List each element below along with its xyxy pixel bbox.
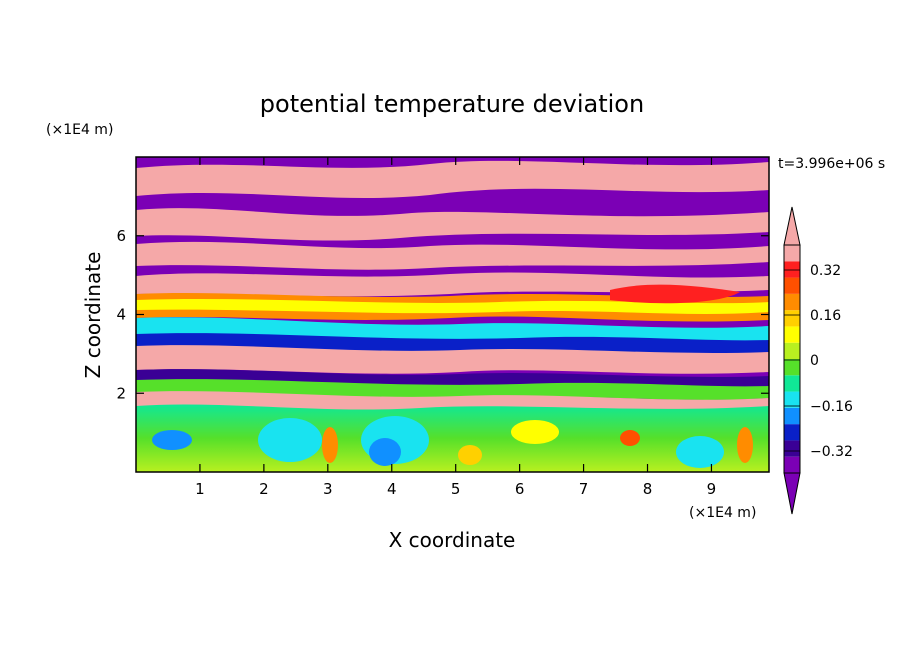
colorbar-segment (784, 440, 800, 457)
x-tick-label: 5 (451, 480, 461, 498)
colorbar-segment (784, 407, 800, 425)
x-tick-label: 4 (387, 480, 397, 498)
x-tick-label: 3 (323, 480, 333, 498)
colorbar-min-arrow (783, 472, 801, 515)
time-label: t=3.996e+06 s (778, 156, 885, 172)
x-tick-label: 2 (259, 480, 269, 498)
colorbar-frame (783, 244, 801, 474)
y-axis: 2 4 6 (116, 227, 769, 402)
y-tick-label: 6 (116, 227, 126, 245)
colorbar-segment (784, 310, 800, 327)
colorbar-segment (784, 245, 800, 262)
x-tick-label: 6 (515, 480, 525, 498)
y-tick-label: 4 (116, 306, 126, 324)
y-axis-label: Z coordinate (81, 252, 105, 379)
field-plot (136, 157, 769, 472)
x-axis: 1 2 3 4 5 6 7 8 9 (195, 157, 716, 498)
colorbar-label: 0.32 (810, 263, 841, 279)
colorbar-label: −0.32 (810, 444, 853, 460)
y-tick-label: 2 (116, 384, 126, 402)
colorbar-segment (784, 261, 800, 278)
colorbar-segment (784, 424, 800, 441)
colorbar-segment (784, 342, 800, 359)
colorbar-label: −0.16 (810, 399, 853, 415)
x-tick-label: 7 (579, 480, 589, 498)
chart-title: potential temperature deviation (260, 90, 644, 118)
x-tick-label: 9 (707, 480, 717, 498)
colorbar-label: 0 (810, 353, 819, 369)
colorbar: 0.32 0.16 0 −0.16 −0.32 (783, 206, 853, 515)
colorbar-max-arrow (783, 206, 801, 246)
x-tick-label: 8 (643, 480, 653, 498)
colorbar-label: 0.16 (810, 308, 841, 324)
x-unit-label: (×1E4 m) (689, 505, 756, 521)
colorbar-segment (784, 277, 800, 294)
colorbar-segment (784, 391, 800, 408)
x-tick-label: 1 (195, 480, 205, 498)
colorbar-segment (784, 359, 800, 376)
y-unit-label: (×1E4 m) (46, 122, 113, 138)
colorbar-segment (784, 293, 800, 311)
colorbar-segment (784, 326, 800, 343)
x-axis-label: X coordinate (389, 528, 516, 552)
colorbar-segment (784, 375, 800, 392)
colorbar-segment (784, 456, 800, 473)
